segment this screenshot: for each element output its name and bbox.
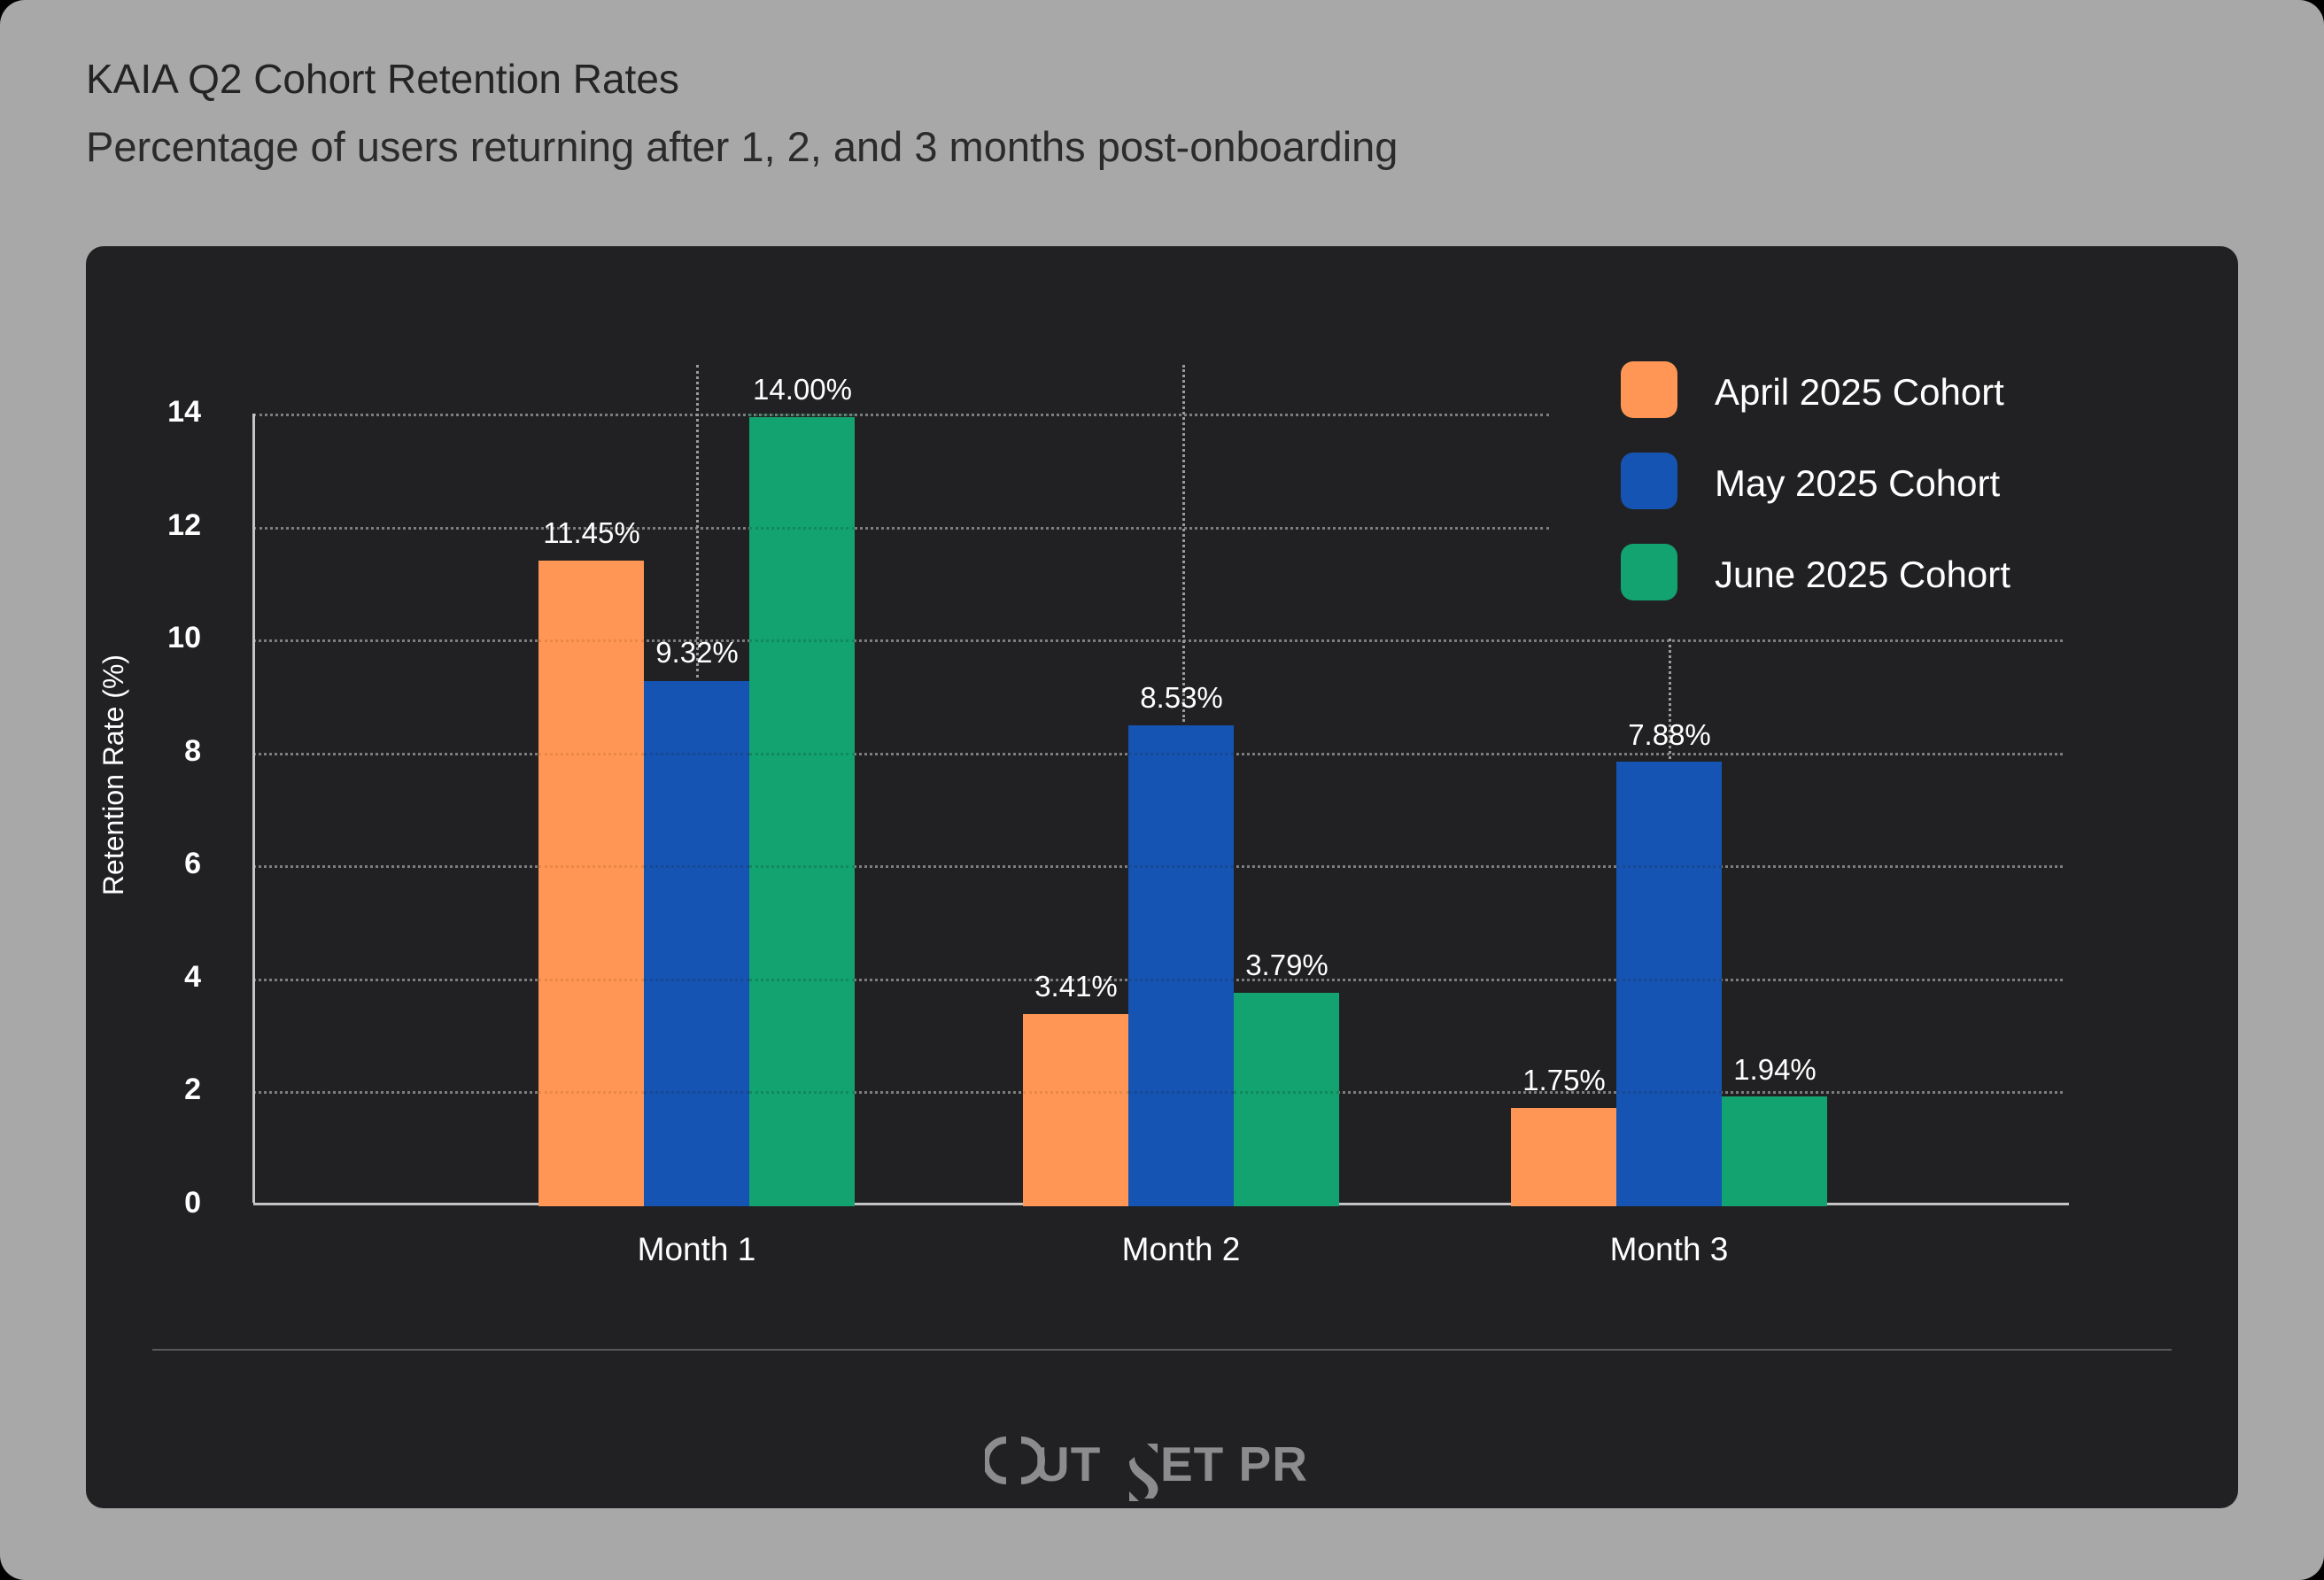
svg-text:UT: UT bbox=[1034, 1437, 1101, 1491]
svg-text:ET PR: ET PR bbox=[1160, 1437, 1308, 1491]
